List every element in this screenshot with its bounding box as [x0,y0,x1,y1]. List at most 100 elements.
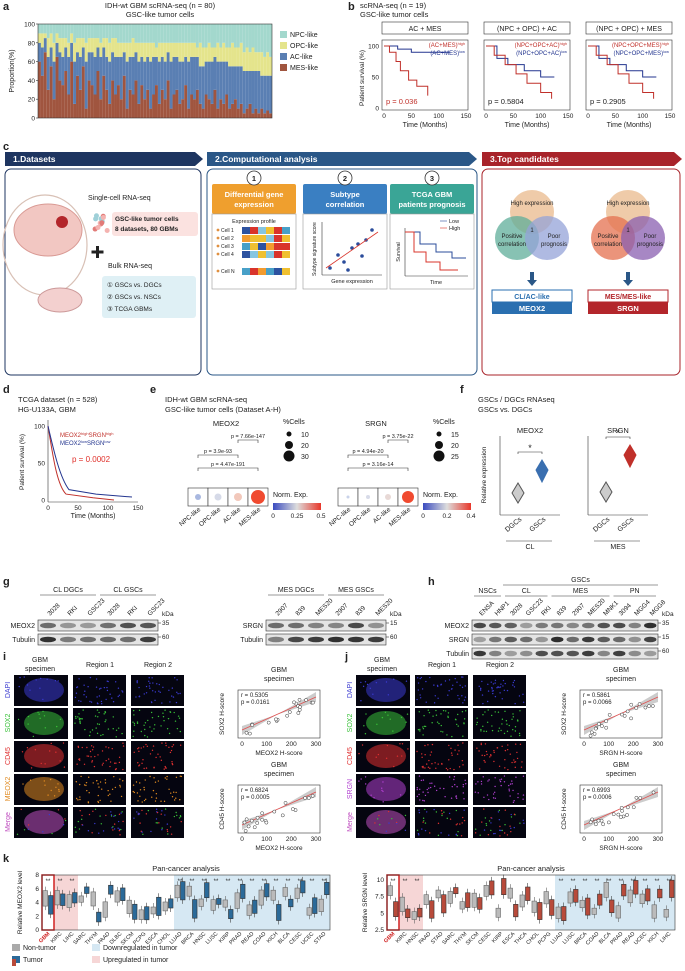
cell-signal [458,750,460,752]
band [60,622,76,629]
blot-strip [471,619,659,632]
bar-segment [163,42,167,62]
box-non-tumor [387,885,393,896]
cell-signal [462,816,464,819]
cell-signal [512,716,515,718]
legend-part: low [104,439,110,444]
cell-signal [447,716,449,719]
cell-signal [458,698,460,700]
y-tick-label: 40 [28,78,36,85]
cell-signal [442,709,445,712]
heatmap-cell [266,243,274,250]
cell-signal [503,832,506,834]
y-tick-label: 0 [35,927,39,934]
band [520,650,533,657]
cell-signal [179,799,181,801]
cell-signal [499,779,501,781]
band [613,636,626,643]
cell-signal [382,801,384,803]
band [268,636,284,643]
x-tick-label: 200 [286,741,297,748]
box-non-tumor [270,889,276,901]
tissue [366,678,406,702]
tissue [366,810,406,834]
cell-signal [485,822,487,825]
cell-signal [426,811,428,813]
cell-signal [98,786,100,788]
line [241,696,317,731]
box-non-tumor [90,891,96,907]
cell-signal [97,801,100,804]
label-sup: high [560,41,567,46]
km-high [47,425,115,501]
cell-signal [497,730,500,732]
cell-signal [504,767,506,769]
cell-signal [457,725,459,727]
cell-signal [499,825,501,828]
box-tumor [573,889,579,903]
cell-signal [172,696,175,698]
cell-signal [490,681,492,683]
cell-signal [132,735,134,738]
result-gene: SRGN [617,304,639,313]
scatter-dot [370,228,374,232]
group-label: GSCs [571,577,590,584]
cell-signal [162,715,165,718]
scatter-point [283,801,288,805]
x-axis-label: Time (Months) [607,122,652,129]
cell-signal [137,762,139,764]
cell-signal [78,700,80,702]
bar-segment [116,56,120,86]
cell-signal [144,734,146,737]
plot-title: Pan-cancer analysis [152,864,220,873]
band [613,622,626,629]
bar-segment [163,24,167,43]
cell-signal [431,722,433,724]
cell-signal [435,789,438,792]
band [628,650,641,657]
cell-signal [165,767,167,769]
cell-signal [138,750,140,753]
box-tumor [60,893,66,906]
cell-signal [139,789,142,791]
cell-signal [426,788,428,791]
bar-segment [81,66,85,118]
cell-signal [486,794,489,796]
cell-signal [145,767,148,769]
cell-signal [141,762,143,765]
cell-signal [115,762,117,764]
lane-label: RKI [66,605,79,618]
bar-segment [242,52,246,71]
title: IDH-wt GBM scRNA-seq [165,395,247,404]
cell-signal [432,715,434,717]
significance: ** [262,879,267,885]
cell-signal [464,696,467,698]
cell-signal [168,689,170,691]
cell-signal [429,832,431,834]
protein-label: Tubulin [12,637,35,644]
venn-label: correlation [498,242,526,248]
cell-signal [159,756,161,758]
category-label: PCPG [537,931,552,946]
cell-signal [507,744,509,746]
cell-signal [50,742,52,745]
cell-signal [150,701,153,703]
step-number: 2 [343,174,347,183]
cell-signal [474,832,477,834]
cell-signal [358,752,360,755]
bar-segment [76,38,79,53]
cell-signal [151,749,154,752]
bar-segment [64,47,68,71]
cell-signal [115,768,117,770]
cell-signal [424,767,426,769]
cell-signal [513,761,516,763]
cell-signal [166,728,169,730]
cell-signal [405,721,407,723]
cell-signal [422,779,425,781]
cell-signal [132,784,135,786]
scatter-point [616,812,621,817]
cell-signal [416,795,419,798]
cell-signal [503,689,506,692]
cell-signal [75,781,77,783]
cell-signal [464,685,466,687]
